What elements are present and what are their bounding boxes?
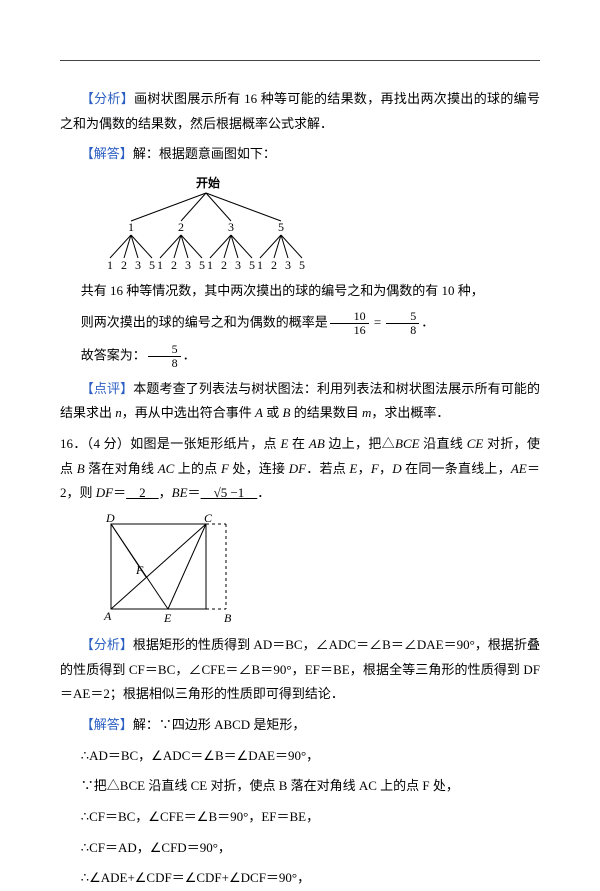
svg-text:3: 3: [228, 220, 234, 234]
svg-text:E: E: [163, 611, 172, 625]
q16-sol1: ∴AD＝BC，∠ADC＝∠B＝∠DAE＝90°，: [60, 744, 540, 769]
q16-sol-label: 【解答】: [81, 717, 133, 732]
blank-ans-1: 2: [126, 485, 159, 500]
svg-text:B: B: [224, 611, 232, 625]
q16-num: 16．（4 分）如图是一张矩形纸片，点: [60, 436, 280, 451]
q16-ana-label: 【分析】: [81, 637, 133, 652]
svg-text:D: D: [105, 512, 115, 525]
svg-text:1: 1: [157, 258, 163, 272]
svg-text:1: 1: [257, 258, 263, 272]
svg-text:F: F: [135, 563, 144, 577]
q16-ana-text: 根据矩形的性质得到 AD＝BC，∠ADC＝∠B＝∠DAE＝90°，根据折叠的性质…: [60, 637, 540, 701]
q16-sol4: ∴CF＝AD，∠CFD＝90°，: [60, 836, 540, 861]
rectangle-figure: D C A E B F: [96, 512, 246, 627]
answer-label: 故答案为：: [81, 348, 146, 363]
svg-text:1: 1: [207, 258, 213, 272]
q16-sol0: 解：∵四边形 ABCD 是矩形，: [133, 717, 306, 732]
svg-text:C: C: [204, 512, 213, 525]
solve-intro: 解：根据题意画图如下：: [133, 146, 276, 161]
svg-text:5: 5: [199, 258, 205, 272]
blank-ans-2: √5 −1: [201, 485, 258, 500]
svg-text:5: 5: [249, 258, 255, 272]
fraction-2: 58: [386, 310, 419, 337]
q16-sol3: ∴CF＝BC，∠CFE＝∠B＝90°，EF＝BE，: [60, 805, 540, 830]
svg-text:3: 3: [135, 258, 141, 272]
svg-text:5: 5: [278, 220, 284, 234]
svg-text:1: 1: [128, 220, 134, 234]
svg-text:5: 5: [149, 258, 155, 272]
prob-text: 则两次摸出的球的编号之和为偶数的概率是: [81, 314, 328, 329]
svg-text:2: 2: [271, 258, 277, 272]
tree-diagram: 开始 1235 1235 1235 1235 1235: [96, 173, 316, 273]
svg-text:A: A: [103, 609, 112, 623]
solve-label: 【解答】: [81, 146, 133, 161]
q16-sol2: ∵把△BCE 沿直线 CE 对折，使点 B 落在对角线 AC 上的点 F 处，: [60, 774, 540, 799]
analysis-label: 【分析】: [81, 91, 134, 106]
svg-text:5: 5: [299, 258, 305, 272]
svg-text:3: 3: [285, 258, 291, 272]
svg-text:开始: 开始: [196, 175, 220, 190]
tree-branch: 1235: [107, 235, 155, 272]
svg-text:1: 1: [107, 258, 113, 272]
q16-sol5: ∴∠ADE+∠CDF＝∠CDF+∠DCF＝90°，: [60, 866, 540, 891]
svg-text:2: 2: [178, 220, 184, 234]
svg-text:2: 2: [171, 258, 177, 272]
svg-text:2: 2: [221, 258, 227, 272]
result-count: 共有 16 种等情况数，其中两次摸出的球的编号之和为偶数的有 10 种，: [60, 279, 540, 304]
svg-text:2: 2: [121, 258, 127, 272]
fraction-1: 1016: [330, 310, 369, 337]
svg-text:3: 3: [235, 258, 241, 272]
fraction-ans: 58: [148, 343, 181, 370]
svg-text:3: 3: [185, 258, 191, 272]
comment-label: 【点评】: [81, 381, 134, 396]
